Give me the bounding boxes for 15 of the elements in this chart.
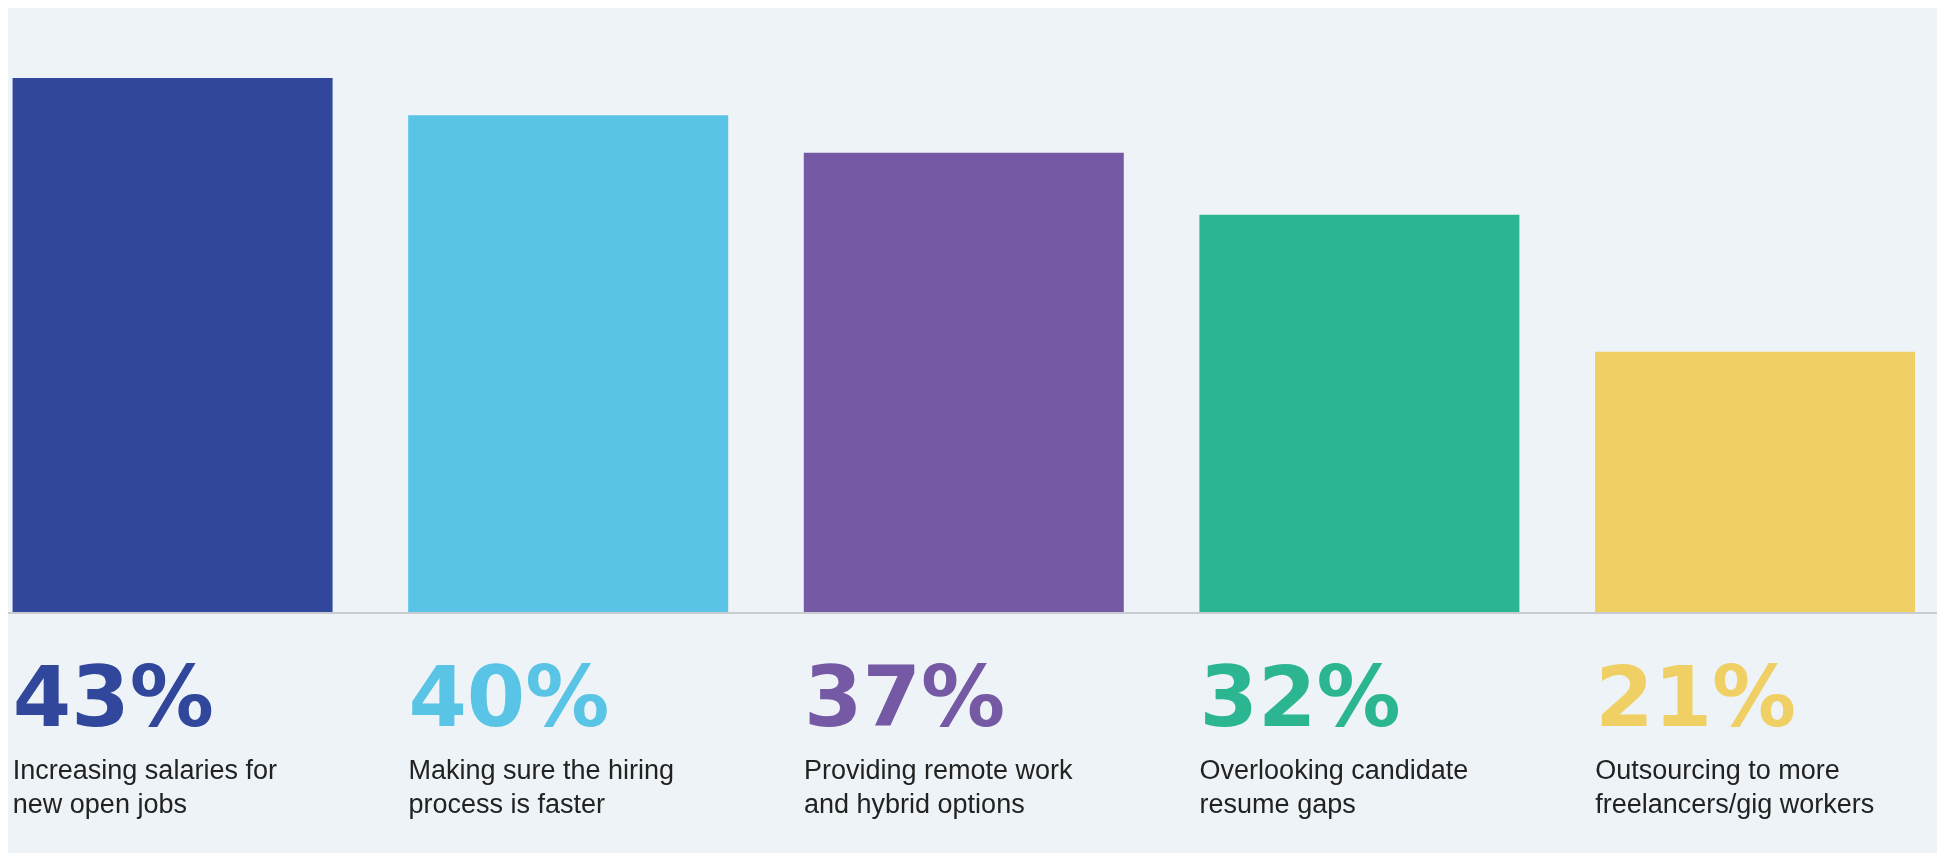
bar	[1199, 214, 1520, 613]
x-tick-label: Providing remote work and hybrid options	[804, 755, 1074, 819]
bar	[803, 152, 1124, 613]
data-label: 43%	[12, 648, 214, 746]
x-tick-label: Increasing salaries for new open jobs	[12, 755, 277, 819]
x-tick-label: Overlooking candidate resume gaps	[1199, 755, 1469, 819]
bar	[1594, 351, 1915, 613]
data-label: 32%	[1199, 648, 1401, 746]
data-label: 40%	[408, 648, 610, 746]
bar	[408, 115, 729, 613]
bar	[12, 78, 333, 613]
x-tick-label: Making sure the hiring process is faster	[408, 755, 675, 819]
x-tick-label: Outsourcing to more freelancers/gig workers	[1595, 755, 1875, 819]
data-label: 21%	[1595, 648, 1797, 746]
data-label: 37%	[804, 648, 1006, 746]
